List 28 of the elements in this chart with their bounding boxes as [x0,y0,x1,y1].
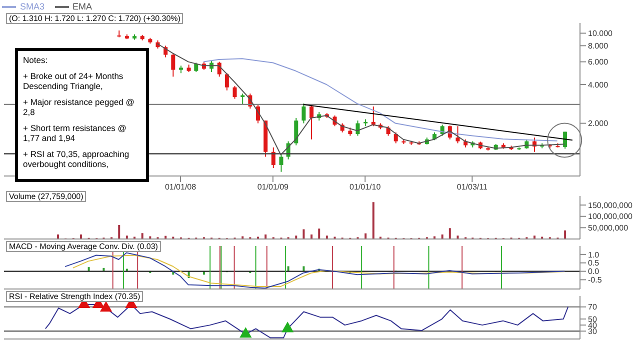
y-tick-label: 4.000 [588,80,609,90]
x-tick-label: 01/03/11 [456,182,488,192]
chart-subtitle: (O: 1.310 H: 1.720 L: 1.270 C: 1.720) (+30.30%) [6,13,184,24]
chart-title: RSI - Relative Strength Index (70.35) [6,291,144,302]
y-tick-label: 100,000,000 [588,212,634,222]
annotation: + Major resistance pegged @ 2,8 [23,97,136,117]
y-tick-label: 6.000 [588,58,609,67]
annotation: + Broke out of 24+ Months Descending Triangle, [23,71,124,91]
annotation: + Short term resistances @ 1,77 and 1,94 [23,123,128,143]
y-tick-label: 1.0 [588,250,600,260]
annotation: + RSI at 70,35, approaching overbought conditions, [23,149,130,169]
x-tick-label: 01/01/08 [164,182,197,192]
x-tick-label: 01/01/09 [257,182,290,192]
y-tick-label: 2.000 [588,119,609,128]
y-tick-label: 10.000 [588,29,614,38]
y-tick-label: 70 [588,302,598,312]
y-tick-label: 0.0 [588,267,600,276]
x-tick-label: 01/01/10 [350,182,382,192]
chart-title: MACD - Moving Average Conv. Div. (0.03) [6,241,161,252]
y-tick-label: 8.000 [588,42,609,51]
chart-title: Volume (27,759,000) [6,191,86,202]
y-tick-label: 0.5 [588,258,600,268]
legend-label: EMA [72,1,92,12]
annotation: Notes: [23,55,49,65]
y-tick-label: 50,000,000 [588,224,629,233]
legend-label: SMA3 [20,1,45,12]
y-tick-label: 150,000,000 [588,200,634,210]
y-tick-label: -0.5 [588,276,602,285]
